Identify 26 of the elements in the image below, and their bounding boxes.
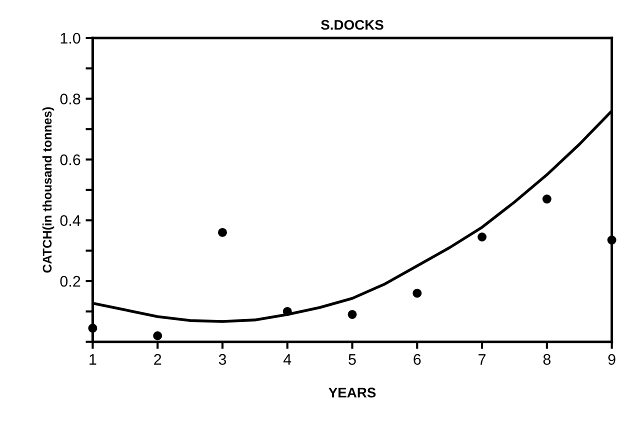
point xyxy=(88,324,98,333)
y-tick-label: 0.8 xyxy=(60,94,80,104)
x-tick-label: 3 xyxy=(218,354,226,365)
x-tick-label: 8 xyxy=(543,354,551,365)
x-tick-label: 5 xyxy=(348,354,356,365)
point xyxy=(218,228,227,237)
x-axis-title: YEARS xyxy=(328,388,376,398)
y-axis-title: CATCH(in thousand tonnes) xyxy=(42,107,54,273)
y-tick-label: 0.4 xyxy=(60,215,80,226)
x-tick-label: 7 xyxy=(478,354,486,365)
x-tick-label: 2 xyxy=(154,354,162,365)
y-tick-label: 1.0 xyxy=(60,32,80,44)
point xyxy=(412,288,422,298)
x-tick-label: 4 xyxy=(283,354,292,365)
x-tick-label: 6 xyxy=(414,354,421,365)
y-tick-label: 0.6 xyxy=(60,154,80,166)
point xyxy=(478,232,487,242)
point xyxy=(542,194,552,204)
x-tick-label: 1 xyxy=(90,354,96,365)
chart-title: S.DOCKS xyxy=(321,20,384,30)
y-tick-label: 0.2 xyxy=(60,276,80,287)
x-tick-label: 9 xyxy=(608,354,616,365)
point xyxy=(348,310,357,319)
point xyxy=(153,331,162,340)
point xyxy=(607,236,616,245)
point xyxy=(282,306,292,316)
